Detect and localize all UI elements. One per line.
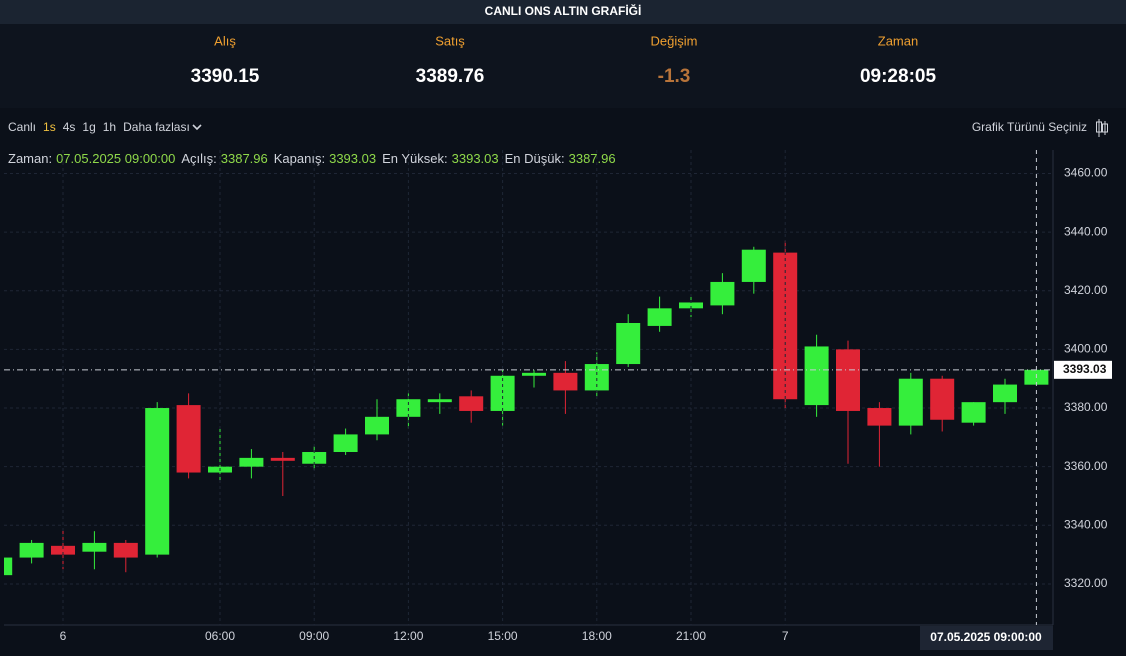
- info-value: 3393.03: [329, 151, 376, 166]
- candle-body: [867, 408, 892, 426]
- x-tick-label: 09:00: [299, 629, 329, 643]
- quote-value: 3389.76: [416, 66, 485, 87]
- quote-value: -1.3: [658, 66, 691, 87]
- last-price-label: 3393.03: [1063, 362, 1107, 376]
- candle-body: [365, 416, 389, 435]
- y-tick-label: 3440.00: [1064, 224, 1108, 238]
- info-label: Kapanış:: [274, 151, 325, 166]
- interval-option[interactable]: 1s: [43, 120, 56, 134]
- chart-type-icon[interactable]: [1096, 119, 1108, 137]
- info-value: 07.05.2025 09:00:00: [56, 151, 175, 166]
- candle-body: [459, 396, 484, 411]
- candle-body: [647, 308, 672, 326]
- candle-body: [51, 545, 75, 555]
- ohlc-info: Zaman: 07.05.2025 09:00:00 Açılış: 3387.96 K…: [8, 151, 616, 166]
- candle-body: [82, 542, 107, 552]
- chart-type-button[interactable]: Grafik Türünü Seçiniz: [972, 120, 1087, 134]
- quote-label: Alış: [214, 33, 236, 48]
- y-tick-label: 3420.00: [1064, 283, 1108, 297]
- interval-option[interactable]: Daha fazlası: [123, 120, 190, 134]
- quote-label: Değişim: [651, 33, 698, 48]
- candle-body: [113, 542, 138, 558]
- info-label: Zaman:: [8, 151, 52, 166]
- quote-label: Satış: [435, 33, 465, 48]
- quote-value: 09:28:05: [860, 66, 936, 87]
- y-tick-label: 3360.00: [1064, 459, 1108, 473]
- x-tick-label: 21:00: [676, 629, 706, 643]
- interval-option[interactable]: Canlı: [8, 120, 36, 134]
- y-tick-label: 3340.00: [1064, 517, 1108, 531]
- candle-body: [490, 375, 515, 411]
- quote-panel: [0, 24, 1126, 108]
- candle-body: [898, 378, 923, 426]
- y-tick-label: 3380.00: [1064, 400, 1108, 414]
- interval-option[interactable]: 1h: [103, 120, 116, 134]
- candle-body: [804, 346, 829, 406]
- candle-body: [522, 372, 546, 376]
- candle-body: [679, 302, 703, 309]
- quote-label: Zaman: [878, 33, 918, 48]
- candle-body: [4, 557, 13, 576]
- info-value: 3393.03: [452, 151, 499, 166]
- dropdown-chevron[interactable]: [192, 124, 202, 131]
- x-tick-label: 12:00: [393, 629, 423, 643]
- y-tick-label: 3400.00: [1064, 342, 1108, 356]
- candle-body: [961, 402, 986, 423]
- candle-body: [145, 408, 170, 555]
- interval-option[interactable]: 4s: [63, 120, 76, 134]
- candle-body: [836, 349, 860, 411]
- candle-body: [333, 434, 358, 453]
- candle-body: [19, 542, 44, 558]
- candle-body: [930, 378, 955, 420]
- candle-body: [176, 405, 201, 473]
- candle-body: [741, 249, 766, 282]
- info-label: En Yüksek:: [382, 151, 448, 166]
- x-tick-label: 15:00: [488, 629, 518, 643]
- quote-value: 3390.15: [191, 66, 260, 87]
- candle-body: [553, 372, 578, 391]
- candle-body: [270, 457, 295, 461]
- info-value: 3387.96: [221, 151, 268, 166]
- candle-body: [993, 384, 1017, 403]
- y-tick-label: 3460.00: [1064, 166, 1108, 180]
- x-tick-label: 7: [782, 629, 789, 643]
- info-value: 3387.96: [569, 151, 616, 166]
- crosshair-time-box: [920, 626, 1053, 650]
- x-tick-label: 18:00: [582, 629, 612, 643]
- info-label: En Düşük:: [505, 151, 565, 166]
- x-tick-label: 6: [60, 629, 67, 643]
- candle-body: [710, 281, 735, 306]
- interval-option[interactable]: 1g: [82, 120, 95, 134]
- candle-body: [616, 322, 641, 365]
- crosshair-time-label: 07.05.2025 09:00:00: [930, 630, 1042, 644]
- info-label: Açılış:: [181, 151, 216, 166]
- candle-body: [427, 399, 452, 403]
- x-tick-label: 06:00: [205, 629, 235, 643]
- interval-bar: Canlı 1s 4s 1g 1h Daha fazlası: [8, 120, 190, 134]
- title-bar: [0, 0, 1126, 24]
- y-tick-label: 3320.00: [1064, 576, 1108, 590]
- candle-body: [239, 457, 264, 467]
- page-title: CANLI ONS ALTIN GRAFİĞİ: [485, 3, 642, 18]
- last-price-box: [1054, 360, 1112, 379]
